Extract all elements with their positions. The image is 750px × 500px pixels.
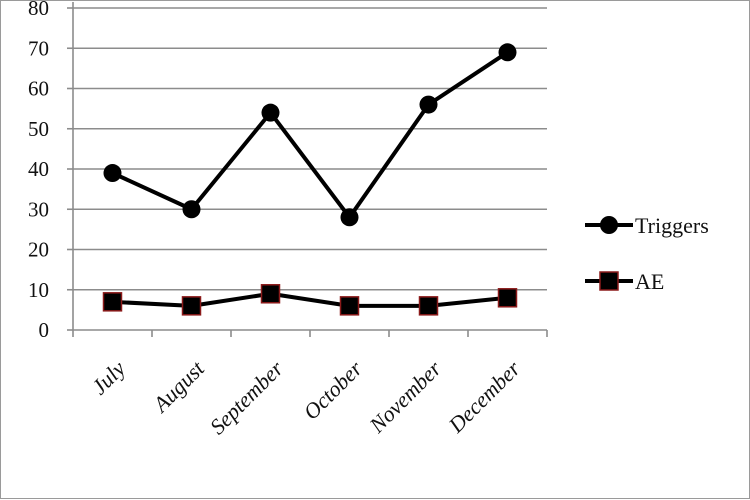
x-category-label-october: October bbox=[298, 356, 367, 425]
legend-triggers-label: Triggers bbox=[635, 213, 709, 238]
legend-triggers-marker bbox=[600, 216, 618, 234]
triggers-point-3 bbox=[340, 208, 359, 227]
ae-point-1 bbox=[181, 296, 202, 316]
legend-ae-marker bbox=[599, 271, 619, 291]
x-category-label-august: August bbox=[147, 355, 210, 418]
y-tick-label-20: 20 bbox=[28, 238, 49, 262]
y-tick-label-30: 30 bbox=[28, 197, 49, 221]
triggers-series-line bbox=[111, 50, 509, 220]
triggers-point-5 bbox=[498, 43, 517, 62]
y-tick-label-50: 50 bbox=[28, 117, 49, 141]
y-tick-label-40: 40 bbox=[28, 157, 49, 181]
ae-point-3 bbox=[339, 296, 360, 316]
x-category-label-november: November bbox=[364, 356, 447, 439]
triggers-point-2 bbox=[261, 103, 280, 122]
ae-point-2 bbox=[260, 284, 281, 304]
triggers-point-0 bbox=[103, 164, 122, 183]
ae-point-0 bbox=[102, 292, 123, 312]
y-tick-label-60: 60 bbox=[28, 77, 49, 101]
y-tick-label-10: 10 bbox=[28, 278, 49, 302]
ae-point-4 bbox=[418, 296, 439, 316]
ae-series-line bbox=[112, 291, 508, 308]
x-category-label-july: July bbox=[86, 356, 130, 400]
legend-ae-label: AE bbox=[635, 269, 664, 294]
triggers-point-4 bbox=[419, 95, 438, 114]
ae-point-5 bbox=[497, 288, 518, 308]
y-tick-label-80: 80 bbox=[28, 1, 49, 20]
triggers-point-1 bbox=[182, 200, 201, 219]
y-tick-label-70: 70 bbox=[28, 36, 49, 60]
y-tick-label-0: 0 bbox=[39, 318, 50, 342]
x-category-label-december: December bbox=[443, 356, 526, 439]
x-category-label-september: September bbox=[205, 356, 289, 440]
